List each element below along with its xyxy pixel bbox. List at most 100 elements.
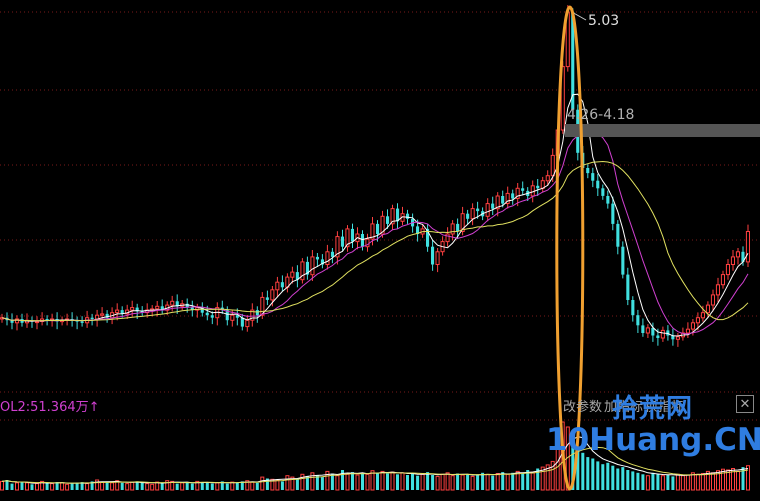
candle-body bbox=[466, 213, 470, 219]
candle-body bbox=[105, 313, 109, 318]
volume-bar bbox=[476, 475, 480, 490]
volume-bar bbox=[530, 471, 535, 491]
volume-bar bbox=[265, 478, 269, 490]
peak-pointer bbox=[571, 11, 587, 21]
candle-body bbox=[245, 319, 250, 328]
volume-bar bbox=[485, 473, 490, 491]
candle-body bbox=[406, 213, 410, 219]
volume-bar bbox=[491, 475, 495, 490]
volume-indicator-label: OL2:51.364万↑ bbox=[0, 400, 100, 415]
volume-bar bbox=[450, 475, 455, 491]
candle-body bbox=[515, 187, 520, 199]
volume-bar bbox=[390, 471, 395, 491]
candle-body bbox=[250, 309, 255, 321]
volume-bar bbox=[631, 471, 635, 490]
candle-body bbox=[606, 196, 610, 204]
candle-body bbox=[730, 256, 736, 265]
volume-bar bbox=[225, 483, 229, 490]
volume-bar bbox=[230, 481, 235, 491]
add-indicator-button[interactable]: 加指标 bbox=[604, 400, 644, 415]
volume-bar bbox=[555, 446, 560, 491]
candle-body bbox=[350, 228, 354, 242]
candle-body bbox=[370, 223, 375, 240]
candle-body bbox=[315, 256, 319, 260]
date-price-label: 4.26-4.18 bbox=[567, 107, 635, 123]
volume-bar bbox=[456, 473, 460, 490]
peak-price-label: 5.03 bbox=[588, 13, 620, 29]
modify-params-button[interactable]: 改参数 bbox=[563, 400, 603, 415]
volume-bar bbox=[335, 475, 340, 491]
candle-body bbox=[591, 173, 595, 181]
volume-bar bbox=[411, 473, 414, 490]
candle-body bbox=[626, 274, 630, 300]
candle-body bbox=[450, 223, 455, 235]
candle-body bbox=[705, 304, 711, 314]
candle-body bbox=[501, 196, 505, 204]
candle-body bbox=[725, 264, 731, 276]
candle-body bbox=[305, 261, 309, 275]
volume-bar bbox=[731, 468, 735, 491]
candle-body bbox=[225, 310, 229, 321]
candle-body bbox=[700, 312, 706, 319]
volume-bar bbox=[270, 478, 275, 491]
candle-body bbox=[335, 236, 340, 258]
volume-bar bbox=[245, 480, 250, 491]
indicator-toolbar: 改参数 加指标 换指标 bbox=[563, 396, 684, 415]
volume-bar bbox=[481, 472, 485, 490]
volume-bar bbox=[641, 474, 645, 490]
volume-bar bbox=[125, 483, 130, 491]
candle-body bbox=[560, 66, 565, 131]
volume-bar bbox=[60, 482, 65, 491]
candle-body bbox=[636, 315, 640, 326]
candle-body bbox=[745, 231, 751, 263]
volume-bar bbox=[275, 479, 280, 491]
candle-body bbox=[190, 307, 194, 311]
volume-bar bbox=[370, 470, 375, 491]
candle-body bbox=[310, 256, 315, 276]
candle-body bbox=[651, 327, 655, 336]
candle-body bbox=[695, 317, 701, 324]
watermark-logo-text: 拾荒网 bbox=[612, 394, 694, 424]
close-icon[interactable]: ✕ bbox=[736, 395, 754, 413]
volume-bar bbox=[0, 480, 4, 491]
volume-bar bbox=[255, 482, 259, 490]
candle-body bbox=[460, 213, 465, 232]
volume-bar bbox=[310, 472, 315, 491]
volume-bar bbox=[45, 482, 49, 490]
volume-bar bbox=[581, 452, 585, 490]
volume-bar bbox=[601, 464, 605, 490]
volume-bar bbox=[345, 473, 350, 491]
volume-bar bbox=[325, 470, 330, 491]
volume-bar bbox=[716, 470, 720, 491]
volume-bar bbox=[591, 458, 595, 490]
volume-bar bbox=[536, 468, 540, 490]
candle-body bbox=[35, 321, 40, 324]
volume-bar bbox=[606, 462, 610, 490]
volume-bar bbox=[736, 470, 740, 491]
candle-body bbox=[270, 289, 275, 301]
volume-bar bbox=[130, 481, 135, 491]
candle-body bbox=[470, 208, 475, 220]
candle-body bbox=[200, 307, 204, 313]
candle-body bbox=[396, 208, 400, 222]
volume-bar bbox=[40, 480, 45, 491]
volume-bar bbox=[656, 474, 660, 490]
candle-body bbox=[435, 251, 440, 266]
volume-bar bbox=[180, 482, 185, 491]
volume-bar bbox=[435, 475, 440, 491]
volume-bar bbox=[165, 480, 170, 491]
volume-bar bbox=[330, 473, 334, 490]
switch-indicator-button[interactable]: 换指标 bbox=[645, 400, 685, 415]
highlight-ellipse bbox=[555, 5, 585, 491]
candle-body bbox=[170, 300, 175, 306]
candle-body bbox=[431, 246, 435, 265]
volume-bar bbox=[431, 475, 435, 490]
volume-bar bbox=[320, 477, 324, 490]
volume-bar bbox=[741, 467, 745, 490]
volume-bar bbox=[220, 481, 224, 490]
volume-bar bbox=[621, 467, 625, 490]
volume-bar bbox=[5, 480, 9, 490]
volume-bar bbox=[666, 475, 670, 490]
candle-body bbox=[360, 234, 364, 247]
candle-body bbox=[485, 203, 490, 217]
